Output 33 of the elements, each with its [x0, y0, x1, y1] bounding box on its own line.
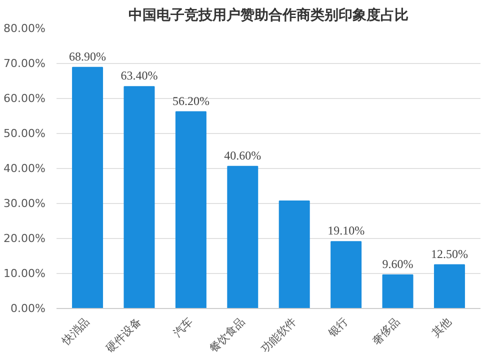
x-tick-label: 奢侈品 [370, 314, 402, 348]
x-tick-label: 餐饮食品 [206, 314, 248, 356]
bar [227, 166, 258, 308]
bar [278, 200, 310, 308]
y-tick-label: 40.00% [4, 162, 46, 175]
bar [175, 111, 206, 308]
x-tick-label: 其他 [429, 314, 454, 340]
data-label: 56.20% [172, 94, 210, 108]
y-tick-label: 30.00% [4, 197, 46, 210]
bar [434, 264, 465, 308]
y-tick-label: 50.00% [4, 127, 46, 140]
bar [72, 66, 104, 308]
x-tick-label: 快消品 [58, 314, 92, 348]
x-tick-label: 硬件设备 [104, 314, 144, 356]
y-tick-label: 70.00% [4, 57, 46, 70]
y-tick-label: 0.00% [10, 302, 46, 315]
y-tick-label: 10.00% [4, 267, 46, 280]
data-label: 68.90% [69, 49, 106, 64]
x-tick-label: 银行 [325, 314, 351, 340]
bar [330, 241, 362, 308]
x-tick-label: 汽车 [170, 314, 196, 340]
y-tick-label: 80.00% [4, 22, 46, 35]
chart-title: 中国电子竞技用户赞助合作商类别印象度占比 [128, 6, 408, 24]
data-label: 12.50% [430, 246, 468, 261]
data-label: 9.60% [382, 256, 414, 271]
bar [124, 86, 155, 308]
data-label: 40.60% [224, 148, 262, 162]
data-label: 19.10% [328, 224, 365, 238]
y-tick-label: 20.00% [4, 232, 46, 245]
x-tick-label: 功能软件 [258, 314, 299, 356]
y-tick-label: 60.00% [4, 92, 46, 105]
data-label: 63.40% [120, 68, 158, 83]
bar [382, 274, 414, 308]
